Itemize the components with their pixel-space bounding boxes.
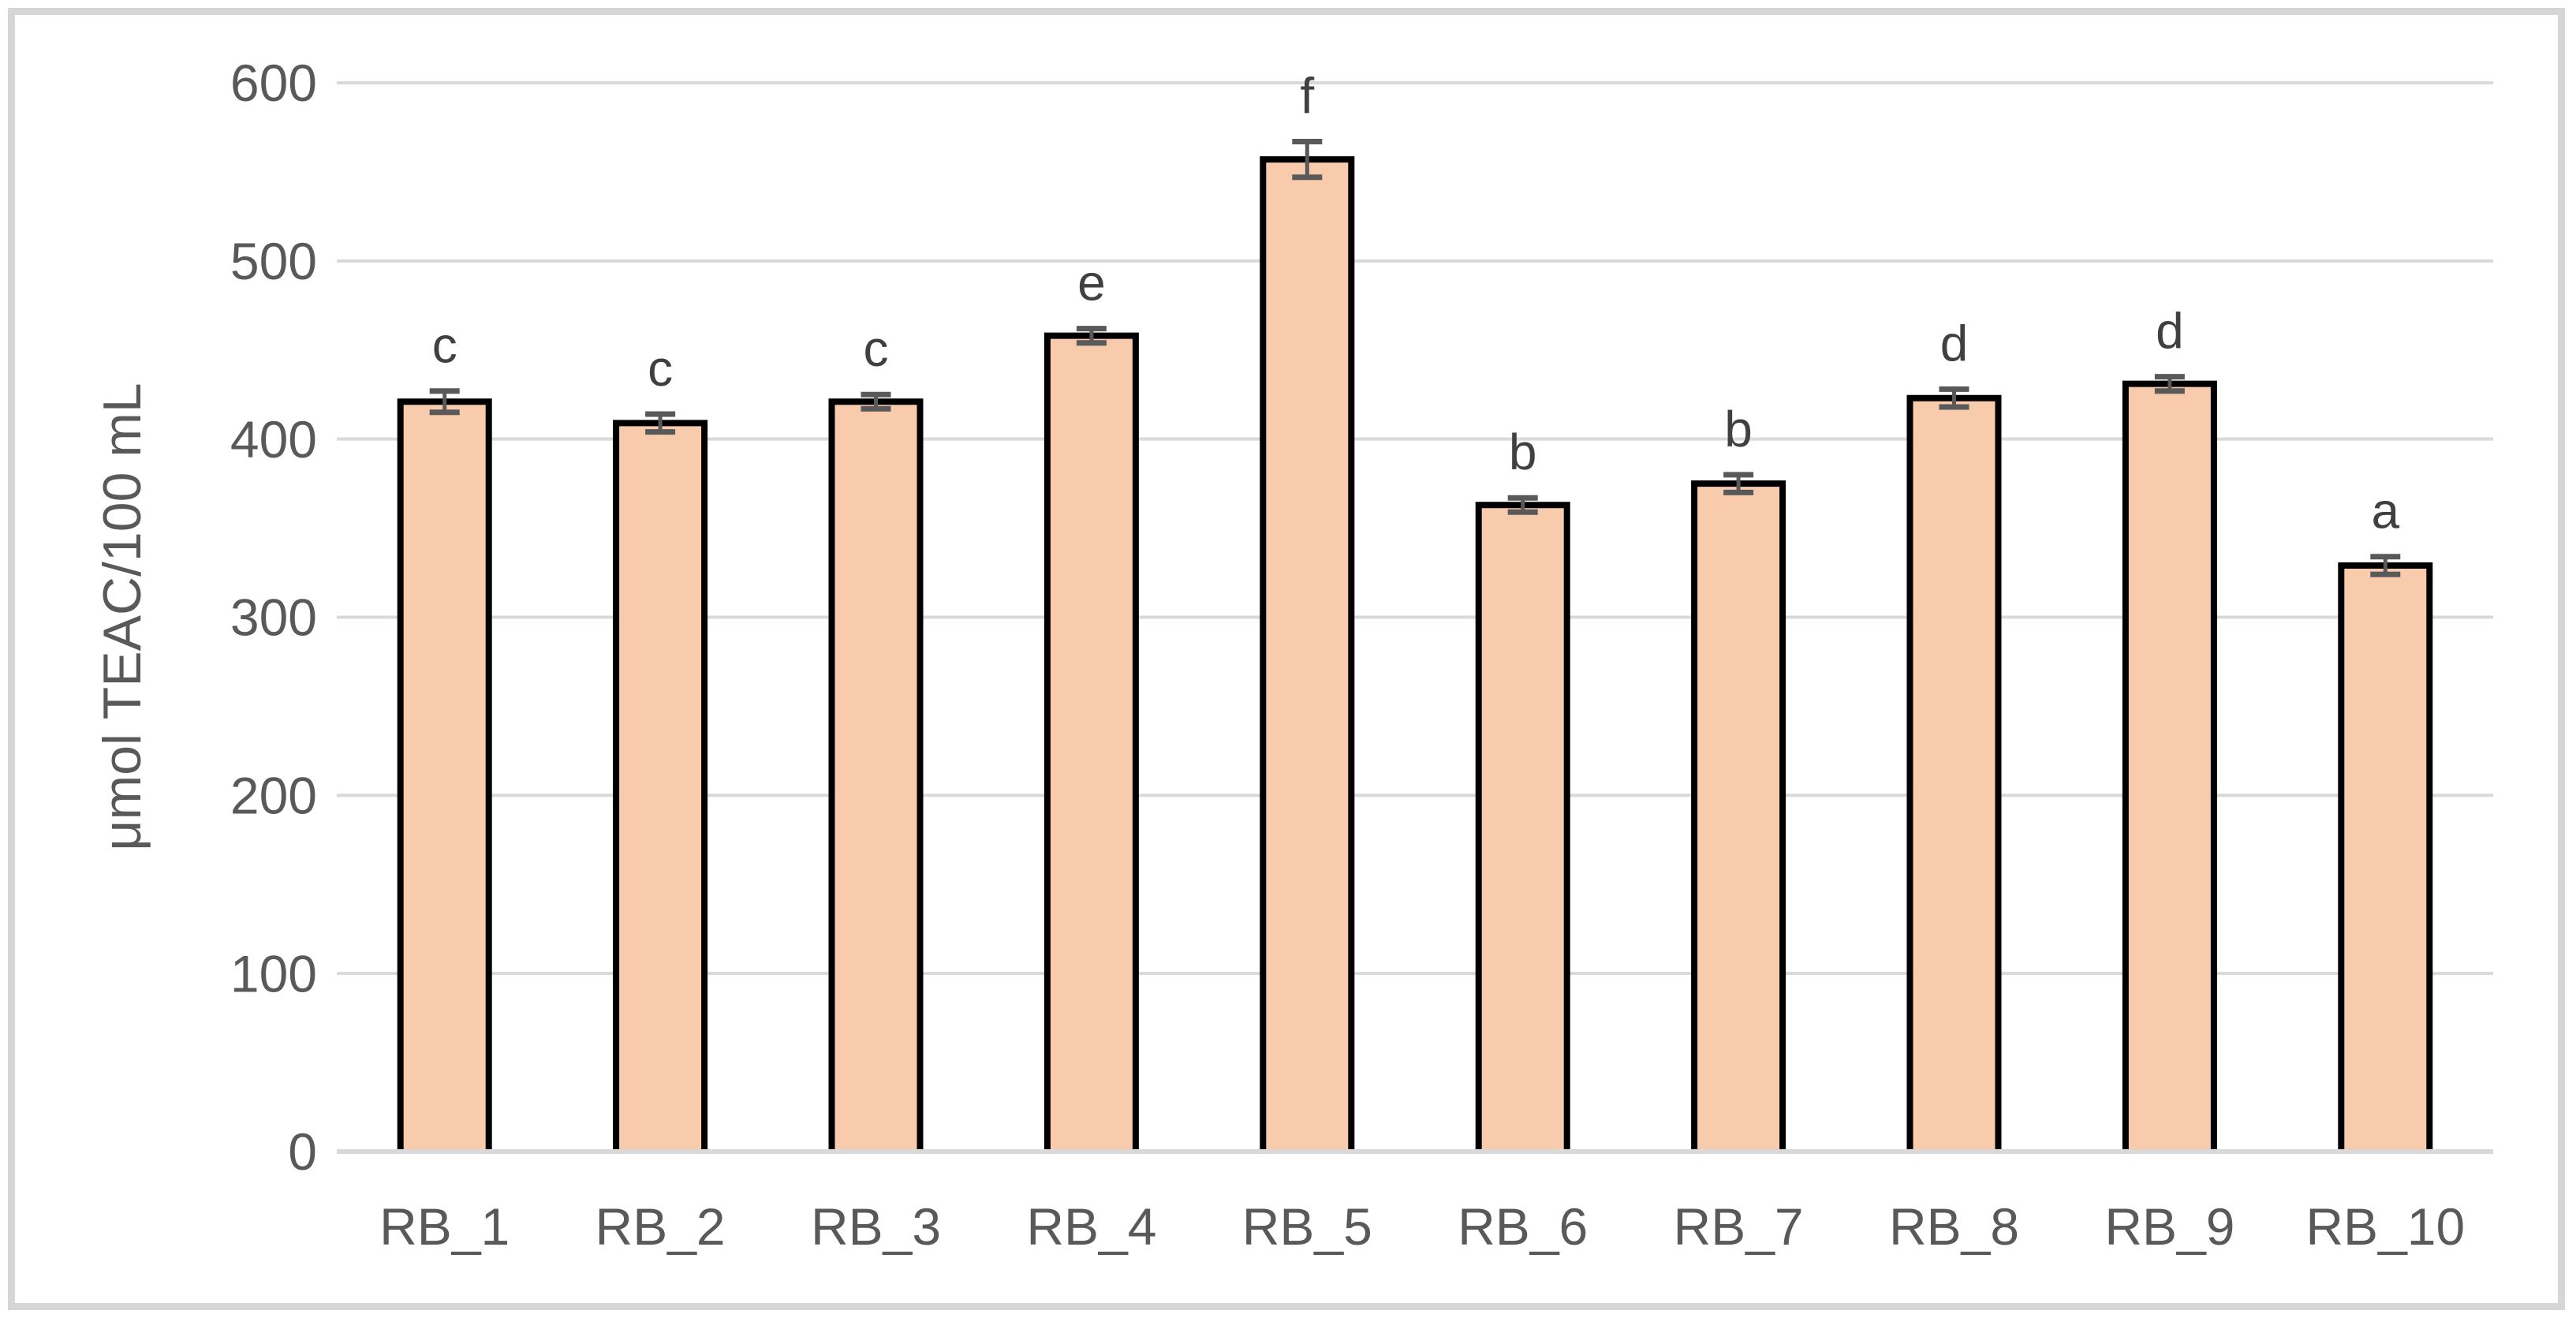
x-tick-label: RB_5 bbox=[1242, 1197, 1372, 1256]
sig-letter: c bbox=[432, 317, 457, 374]
x-tick-label: RB_2 bbox=[595, 1197, 726, 1256]
sig-letter: b bbox=[1509, 424, 1537, 480]
bar bbox=[2125, 383, 2214, 1152]
sig-letter: c bbox=[648, 340, 673, 397]
bar bbox=[400, 401, 489, 1152]
bar bbox=[1047, 335, 1136, 1152]
y-tick-label: 200 bbox=[230, 766, 317, 824]
sig-letter: c bbox=[864, 320, 889, 377]
sig-letter: d bbox=[1940, 315, 1969, 372]
bar bbox=[1694, 484, 1783, 1152]
sig-letter: f bbox=[1300, 68, 1314, 125]
bar bbox=[831, 401, 920, 1152]
y-axis-title: μmol TEAC/100 mL bbox=[92, 383, 152, 850]
sig-letter: d bbox=[2156, 303, 2184, 360]
x-tick-label: RB_9 bbox=[2104, 1197, 2234, 1256]
bar bbox=[1910, 398, 1999, 1152]
y-tick-label: 500 bbox=[230, 232, 317, 290]
x-tick-label: RB_7 bbox=[1674, 1197, 1804, 1256]
x-tick-label: RB_8 bbox=[1889, 1197, 2019, 1256]
sig-letter: a bbox=[2372, 483, 2400, 540]
x-tick-label: RB_1 bbox=[379, 1197, 510, 1256]
bar bbox=[2341, 566, 2430, 1152]
sig-letter: b bbox=[1724, 401, 1753, 457]
sig-letter: e bbox=[1077, 255, 1106, 312]
y-tick-label: 100 bbox=[230, 944, 317, 1003]
x-tick-label: RB_6 bbox=[1458, 1197, 1588, 1256]
y-tick-label: 600 bbox=[230, 54, 317, 112]
y-tick-label: 0 bbox=[288, 1122, 317, 1181]
bar bbox=[1263, 159, 1352, 1152]
x-tick-label: RB_10 bbox=[2305, 1197, 2465, 1256]
y-tick-label: 400 bbox=[230, 410, 317, 469]
bar bbox=[616, 423, 705, 1152]
bar bbox=[1478, 505, 1567, 1152]
y-tick-label: 300 bbox=[230, 588, 317, 647]
x-tick-label: RB_3 bbox=[811, 1197, 941, 1256]
x-tick-label: RB_4 bbox=[1026, 1197, 1156, 1256]
